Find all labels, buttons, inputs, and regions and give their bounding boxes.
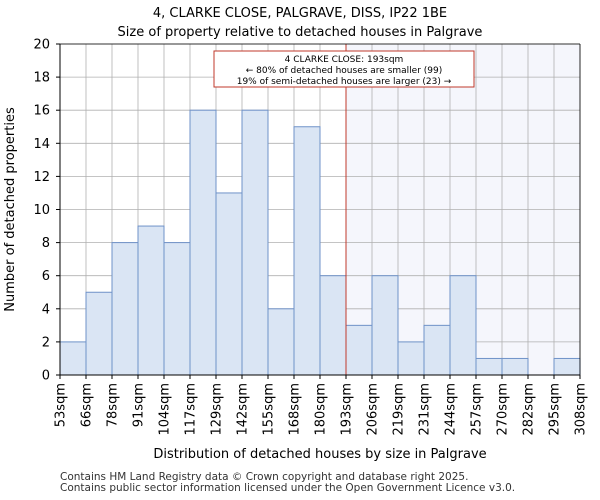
histogram-chart: 4 CLARKE CLOSE: 193sqm← 80% of detached … <box>3 38 589 463</box>
bar <box>85 291 113 376</box>
x-tick-label: 257sqm <box>470 383 485 436</box>
x-tick-label: 142sqm <box>236 383 251 436</box>
x-tick-label: 78sqm <box>106 383 121 427</box>
bar <box>267 308 295 376</box>
chart-title-block: 4, CLARKE CLOSE, PALGRAVE, DISS, IP22 1B… <box>0 4 600 42</box>
x-axis-title: Distribution of detached houses by size … <box>153 447 486 462</box>
bar <box>137 225 165 376</box>
annotation-line-2: ← 80% of detached houses are smaller (99… <box>246 66 443 76</box>
bar <box>189 109 217 376</box>
footer-line-1: Contains HM Land Registry data © Crown c… <box>60 471 469 483</box>
x-tick-label: 270sqm <box>496 383 511 436</box>
x-tick-label: 308sqm <box>574 383 589 436</box>
y-tick-label: 2 <box>42 335 50 350</box>
bar <box>449 275 477 376</box>
y-tick-label: 10 <box>33 203 50 218</box>
bar <box>241 109 269 376</box>
x-tick-label: 282sqm <box>522 383 537 436</box>
x-tick-label: 117sqm <box>184 383 199 436</box>
y-axis-title: Number of detached properties <box>3 107 18 312</box>
bar <box>397 341 425 376</box>
x-tick-label: 180sqm <box>314 383 329 436</box>
x-tick-label: 53sqm <box>54 383 69 427</box>
bar <box>501 357 529 376</box>
y-tick-label: 0 <box>42 369 50 384</box>
y-tick-label: 8 <box>42 236 50 251</box>
x-tick-label: 231sqm <box>418 383 433 436</box>
x-tick-label: 91sqm <box>132 383 147 427</box>
bar <box>319 275 347 376</box>
x-tick-label: 66sqm <box>80 383 95 427</box>
bar <box>371 275 399 376</box>
bar <box>423 324 451 376</box>
y-tick-label: 12 <box>33 170 50 185</box>
x-tick-label: 219sqm <box>392 383 407 436</box>
x-tick-label: 168sqm <box>288 383 303 436</box>
annotation-line-3: 19% of semi-detached houses are larger (… <box>237 77 452 87</box>
x-tick-label: 129sqm <box>210 383 225 436</box>
bar <box>293 126 321 376</box>
bar <box>553 357 581 376</box>
y-tick-label: 6 <box>42 269 50 284</box>
x-tick-label: 244sqm <box>444 383 459 436</box>
bar <box>111 242 139 376</box>
x-tick-label: 155sqm <box>262 383 277 436</box>
footer: Contains HM Land Registry data © Crown c… <box>60 472 515 494</box>
bar <box>59 341 87 376</box>
annotation-box <box>213 50 475 88</box>
y-tick-label: 20 <box>33 38 50 53</box>
bar <box>345 324 373 376</box>
x-tick-label: 104sqm <box>158 383 173 436</box>
footer-line-2: Contains public sector information licen… <box>60 482 516 494</box>
y-tick-label: 18 <box>33 71 50 86</box>
x-tick-label: 206sqm <box>366 383 381 436</box>
y-tick-label: 16 <box>33 104 50 119</box>
bar <box>163 242 191 376</box>
annotation-line-1: 4 CLARKE CLOSE: 193sqm <box>285 55 404 65</box>
y-tick-label: 14 <box>33 137 50 152</box>
bar <box>475 357 503 376</box>
chart-title: 4, CLARKE CLOSE, PALGRAVE, DISS, IP22 1B… <box>152 6 448 21</box>
y-tick-label: 4 <box>42 302 50 317</box>
x-tick-label: 295sqm <box>548 383 563 436</box>
bar <box>215 192 243 376</box>
chart-subtitle: Size of property relative to detached ho… <box>117 25 483 40</box>
x-tick-label: 193sqm <box>340 383 355 436</box>
